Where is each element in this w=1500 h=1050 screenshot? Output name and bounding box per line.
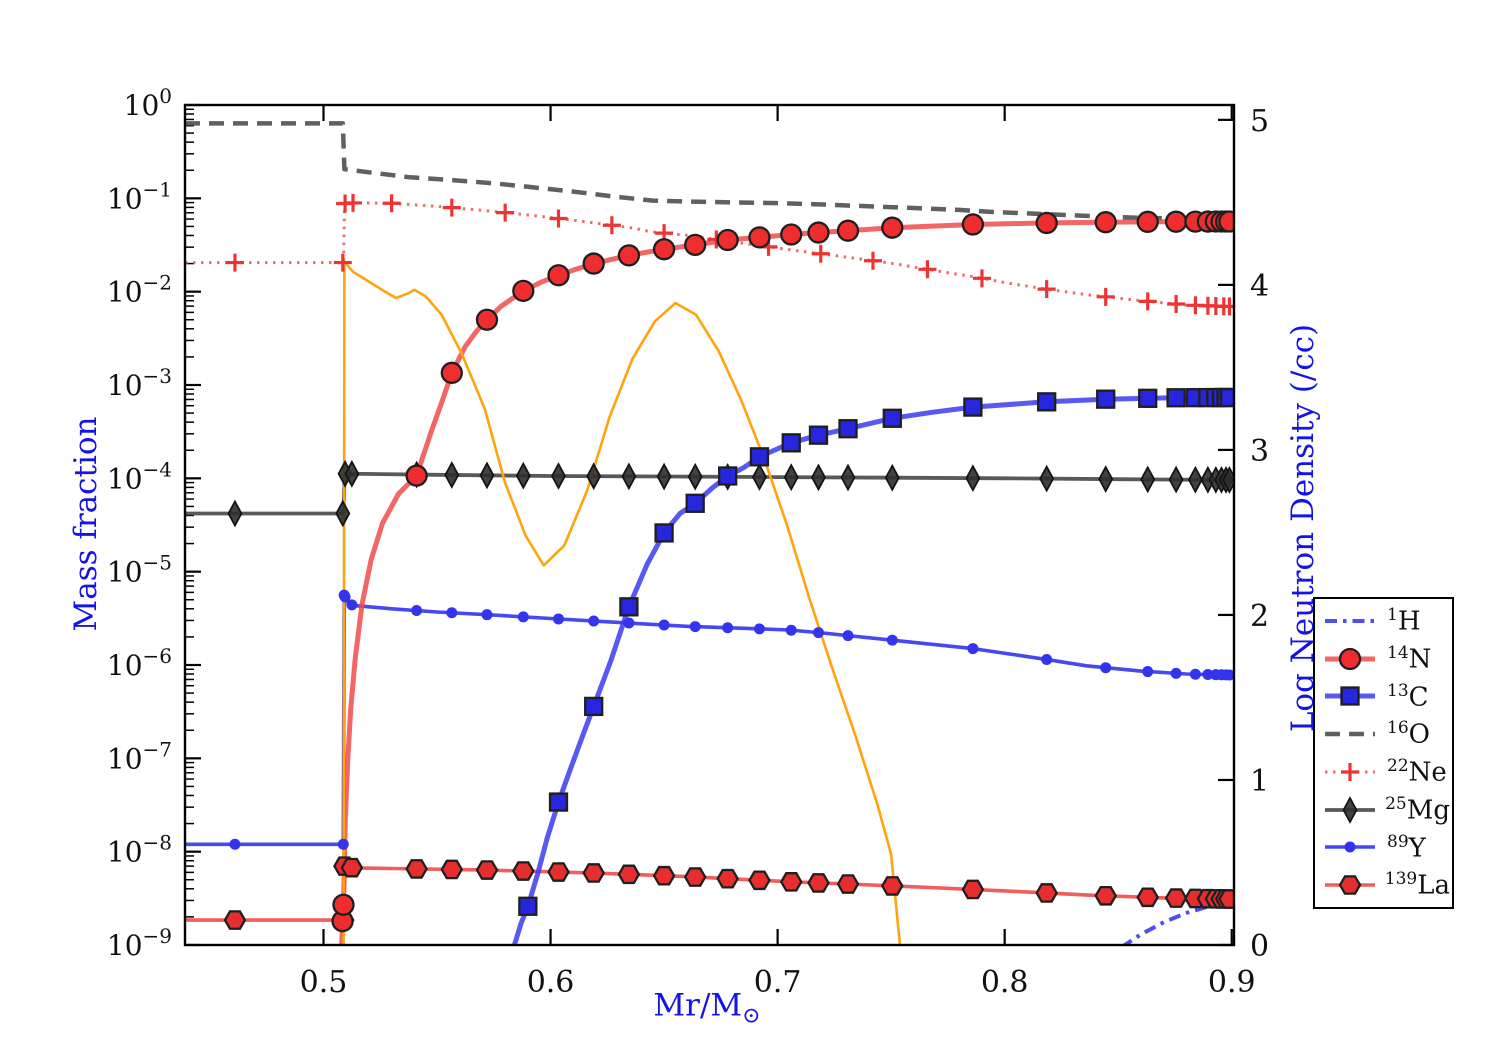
- y-right-tick-label: 3: [1250, 434, 1269, 469]
- legend-item-16O: 16O: [1322, 716, 1450, 752]
- plot-frame: [183, 103, 1236, 947]
- legend-item-14N: 14N: [1322, 641, 1450, 677]
- series-16O-line: [185, 121, 1234, 222]
- y-left-tick-label: 10−3: [107, 364, 172, 402]
- x-tick-label: 0.7: [754, 965, 802, 1000]
- y-axis-label-left: Mass fraction: [68, 416, 104, 632]
- ticks: 0.5 0.6 0.7 0.8 0.910010−110−210−310−410−510…: [107, 84, 1269, 1000]
- y-left-tick-label: 10−5: [107, 551, 172, 589]
- legend-label-22Ne: 22Ne: [1387, 756, 1447, 788]
- y-left-tick-label: 10−6: [107, 644, 172, 682]
- y-left-tick-label: 10−7: [107, 737, 172, 775]
- legend-label-1H: 1H: [1387, 605, 1421, 637]
- legend-swatch-22Ne: [1325, 762, 1375, 781]
- series-13C-markers: [518, 387, 1234, 916]
- y-left-tick-label: 10−2: [107, 271, 172, 309]
- legend-label-14N: 14N: [1387, 642, 1432, 675]
- legend-label-25Mg: 25Mg: [1385, 793, 1450, 826]
- legend-swatch-13C: [1325, 686, 1375, 707]
- legend-label-16O: 16O: [1387, 718, 1430, 750]
- y-right-tick-label: 0: [1250, 929, 1269, 964]
- y-left-tick-label: 10−8: [107, 831, 172, 869]
- sun-symbol: ⊙: [742, 1003, 761, 1029]
- y-left-tick-label: 10−1: [107, 177, 172, 215]
- y-right-tick-label: 4: [1250, 269, 1269, 304]
- y-left-tick-label: 10−4: [107, 457, 172, 495]
- x-tick-label: 0.8: [981, 965, 1029, 1000]
- legend-item-139La: 139La: [1322, 867, 1450, 903]
- legend: 1H 14N 13C 16O 22Ne 25Mg 89Y 139La: [1313, 597, 1454, 909]
- series-89Y-markers: [229, 589, 1234, 850]
- legend-item-1H: 1H: [1322, 603, 1450, 639]
- y-left-tick-label: 10−9: [107, 924, 172, 962]
- legend-swatch-139La: [1325, 875, 1375, 895]
- series-neutron_density-line: [342, 260, 902, 945]
- x-axis-label-main: Mr/M: [653, 987, 743, 1024]
- x-tick-label: 0.5: [300, 965, 348, 1000]
- legend-item-22Ne: 22Ne: [1322, 754, 1450, 790]
- legend-swatch-1H: [1325, 618, 1375, 623]
- y-left-tick-label: 100: [124, 84, 172, 122]
- legend-label-89Y: 89Y: [1387, 831, 1426, 864]
- legend-swatch-16O: [1325, 731, 1375, 737]
- legend-swatch-89Y: [1325, 841, 1375, 853]
- series-14N-line: [339, 219, 1234, 945]
- legend-label-13C: 13C: [1387, 680, 1429, 713]
- x-axis-label: Mr/M⊙: [653, 987, 760, 1028]
- y-right-tick-label: 5: [1250, 104, 1269, 139]
- series-89Y-line: [185, 593, 1234, 847]
- y-right-tick-label: 1: [1250, 764, 1269, 799]
- y-right-tick-label: 2: [1250, 599, 1269, 634]
- legend-label-139La: 139La: [1384, 869, 1450, 901]
- series-139La-markers: [223, 856, 1234, 930]
- series-22Ne-markers: [225, 193, 1234, 316]
- series-markers: [223, 193, 1234, 933]
- legend-swatch-25Mg: [1325, 795, 1375, 824]
- legend-item-13C: 13C: [1322, 678, 1450, 714]
- series-14N-markers: [331, 210, 1234, 933]
- legend-item-89Y: 89Y: [1322, 829, 1450, 865]
- legend-item-25Mg: 25Mg: [1322, 792, 1450, 828]
- x-tick-label: 0.6: [527, 965, 575, 1000]
- legend-swatch-14N: [1325, 647, 1375, 670]
- x-tick-label: 0.9: [1208, 965, 1256, 1000]
